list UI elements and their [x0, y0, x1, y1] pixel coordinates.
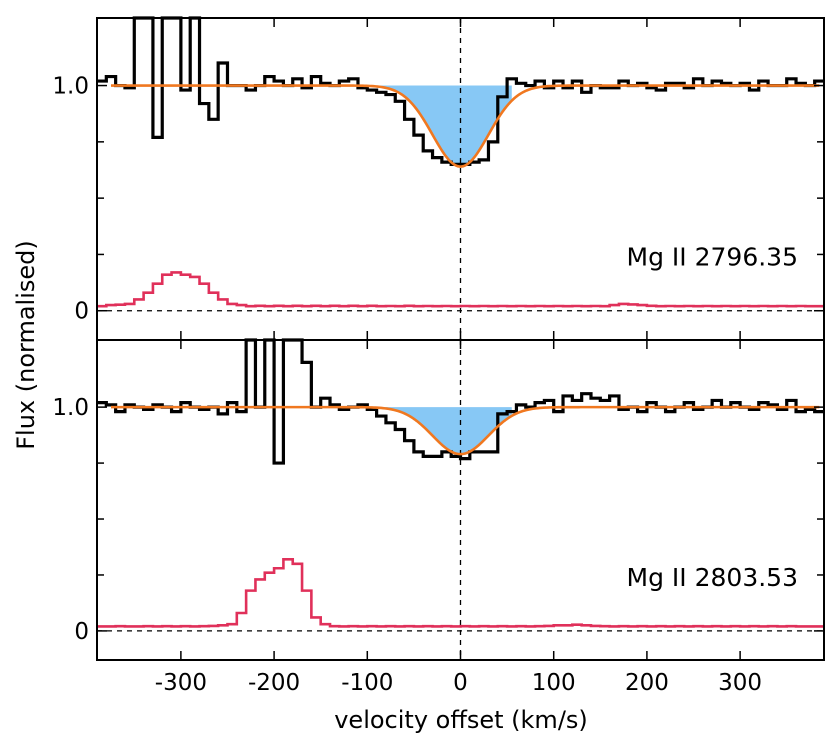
- y-tick-label: 0: [74, 619, 89, 645]
- flux-series: [97, 16, 824, 166]
- x-tick-label: 0: [453, 670, 468, 696]
- x-tick-label: 200: [625, 670, 669, 696]
- error-series: [97, 558, 824, 628]
- y-tick-label: 0: [74, 299, 89, 325]
- x-tick-label: 300: [718, 670, 762, 696]
- model-fit-curve: [110, 405, 820, 456]
- absorption-shade: [371, 407, 512, 455]
- transition-label: Mg II 2803.53: [627, 563, 798, 592]
- panel-bottom: 0 1.0 -300 -200 -100 0 100 200 300 Mg II 2803.53: [52, 338, 825, 696]
- error-series: [97, 271, 824, 308]
- panels: 0 1.0 Mg II 2796.35 0 1.0 -300 -200 -100 0 100 200…: [52, 16, 825, 696]
- x-tick-label: 100: [532, 670, 576, 696]
- x-tick-label: -200: [248, 670, 300, 696]
- x-tick-label: -100: [341, 670, 393, 696]
- absorption-shade: [371, 85, 512, 167]
- y-axis-label: Flux (normalised): [12, 240, 40, 450]
- panel-top: 0 1.0 Mg II 2796.35: [52, 16, 825, 341]
- transition-label: Mg II 2796.35: [627, 243, 798, 272]
- x-tick-label: -300: [155, 670, 207, 696]
- y-tick-label: 1.0: [52, 74, 89, 100]
- model-fit-curve: [110, 84, 820, 168]
- x-axis-label: velocity offset (km/s): [334, 706, 588, 734]
- y-tick-label: 1.0: [52, 395, 89, 421]
